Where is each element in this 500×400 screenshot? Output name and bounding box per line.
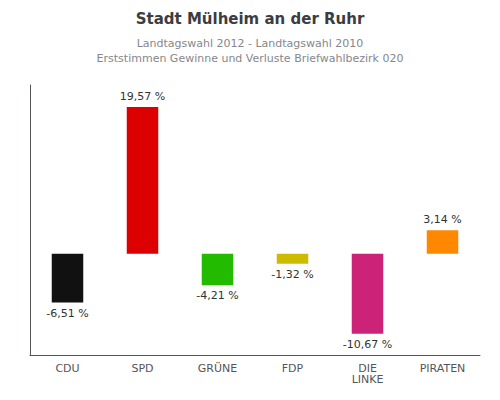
svg-text:PIRATEN: PIRATEN <box>420 362 466 375</box>
svg-text:Stadt Mülheim an der Ruhr: Stadt Mülheim an der Ruhr <box>136 10 365 28</box>
svg-text:CDU: CDU <box>55 362 79 375</box>
svg-text:-4,21 %: -4,21 % <box>196 289 238 302</box>
svg-text:DIE: DIE <box>358 362 377 375</box>
svg-text:Landtagswahl 2012 - Landtagswa: Landtagswahl 2012 - Landtagswahl 2010 <box>137 37 364 50</box>
svg-text:Erststimmen Gewinne und Verlus: Erststimmen Gewinne und Verluste Briefwa… <box>97 52 404 65</box>
svg-text:19,57 %: 19,57 % <box>120 90 165 103</box>
svg-text:GRÜNE: GRÜNE <box>198 362 237 375</box>
svg-text:SPD: SPD <box>131 362 153 375</box>
svg-text:FDP: FDP <box>282 362 304 375</box>
svg-text:-6,51 %: -6,51 % <box>46 307 88 320</box>
svg-text:-1,32 %: -1,32 % <box>271 268 313 281</box>
svg-text:3,14 %: 3,14 % <box>423 213 461 226</box>
svg-text:-10,67 %: -10,67 % <box>343 338 392 351</box>
svg-text:LINKE: LINKE <box>352 373 384 386</box>
